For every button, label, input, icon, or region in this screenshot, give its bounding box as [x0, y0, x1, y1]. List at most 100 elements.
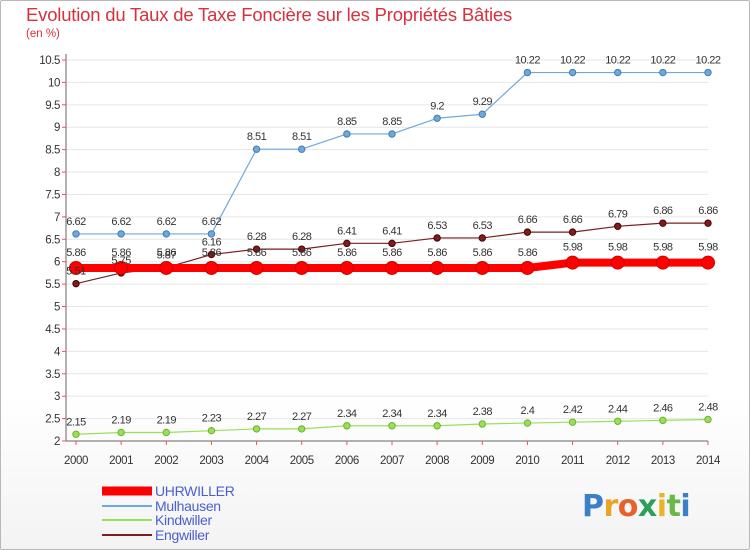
data-point-engwiller	[433, 234, 441, 242]
data-label-uhrwiller: 5.86	[427, 247, 447, 259]
data-point-kindwiller	[523, 419, 532, 427]
x-tick-label: 2007	[380, 455, 404, 467]
data-label-engwiller: 5.51	[66, 266, 86, 278]
data-label-mulhausen: 8.51	[247, 131, 267, 143]
legend-label: Mulhausen	[155, 497, 221, 514]
data-point-mulhausen	[388, 130, 396, 138]
data-label-engwiller: 6.66	[563, 214, 583, 226]
y-tick-label: 8	[54, 167, 60, 179]
data-point-engwiller	[207, 250, 216, 259]
y-tick-label: 5.5	[45, 279, 60, 291]
y-tick-label: 9	[54, 122, 60, 134]
data-label-mulhausen: 9.2	[430, 100, 444, 112]
x-tick-label: 2013	[651, 455, 675, 467]
data-label-engwiller: 6.41	[337, 225, 357, 237]
data-label-engwiller: 6.86	[653, 205, 673, 217]
data-point-mulhausen	[433, 114, 441, 122]
legend-label: UHRWILLER	[155, 483, 235, 499]
data-point-mulhausen	[523, 68, 532, 77]
data-label-mulhausen: 8.85	[382, 116, 402, 128]
data-point-mulhausen	[117, 230, 125, 238]
data-label-kindwiller: 2.34	[427, 408, 447, 420]
data-label-kindwiller: 2.4	[521, 405, 535, 417]
data-label-mulhausen: 10.22	[560, 55, 585, 67]
data-label-uhrwiller: 5.86	[473, 247, 493, 259]
data-point-engwiller	[298, 245, 306, 253]
x-tick-label: 2011	[561, 455, 584, 467]
legend-swatch-mulhausen	[102, 504, 152, 507]
data-label-engwiller: 6.79	[608, 208, 628, 220]
data-label-engwiller: 6.53	[427, 220, 447, 232]
data-point-uhrwiller	[610, 255, 625, 270]
data-label-uhrwiller: 5.98	[563, 242, 583, 254]
data-point-kindwiller	[388, 422, 396, 430]
proxiti-logo: Proxiti	[582, 489, 691, 524]
data-point-engwiller	[343, 239, 351, 248]
y-tick-label: 2.5	[45, 414, 60, 426]
data-point-mulhausen	[659, 68, 667, 77]
data-point-uhrwiller	[204, 260, 219, 275]
data-label-kindwiller: 2.19	[111, 414, 131, 426]
data-label-kindwiller: 2.46	[653, 402, 673, 414]
legend-label: Kindwiller	[155, 512, 212, 529]
data-label-uhrwiller: 5.98	[698, 242, 718, 254]
x-tick-label: 2006	[335, 455, 359, 467]
data-label-uhrwiller: 5.86	[111, 247, 131, 259]
chart-title: Evolution du Taux de Taxe Foncière sur l…	[26, 4, 513, 25]
data-label-mulhausen: 10.22	[605, 55, 630, 67]
data-point-kindwiller	[568, 418, 577, 426]
data-label-uhrwiller: 5.86	[292, 247, 312, 259]
data-point-kindwiller	[433, 422, 441, 430]
data-label-kindwiller: 2.19	[157, 414, 177, 426]
y-tick-label: 4	[54, 346, 61, 358]
data-point-kindwiller	[343, 422, 351, 430]
data-point-kindwiller	[207, 426, 216, 435]
y-tick-label: 7	[54, 212, 60, 224]
data-point-uhrwiller	[475, 260, 490, 275]
legend-swatch-kindwiller	[102, 519, 152, 522]
data-label-kindwiller: 2.34	[382, 408, 402, 420]
data-point-kindwiller	[478, 420, 486, 428]
data-point-engwiller	[72, 279, 80, 288]
data-label-kindwiller: 2.34	[337, 408, 357, 420]
data-label-engwiller: 6.86	[698, 205, 718, 217]
data-point-engwiller	[252, 245, 261, 253]
data-point-uhrwiller	[430, 260, 445, 275]
data-point-uhrwiller	[701, 255, 715, 270]
data-point-uhrwiller	[520, 260, 535, 275]
data-point-mulhausen	[343, 130, 351, 138]
data-point-mulhausen	[72, 230, 80, 238]
data-point-kindwiller	[72, 430, 80, 438]
x-tick-label: 2002	[154, 455, 178, 467]
data-point-engwiller	[388, 239, 396, 248]
data-point-uhrwiller	[339, 260, 354, 275]
data-point-engwiller	[704, 219, 712, 227]
data-label-mulhausen: 6.62	[202, 216, 222, 228]
data-point-engwiller	[478, 234, 486, 242]
data-label-engwiller: 6.16	[202, 237, 222, 249]
x-tick-label: 2004	[245, 455, 270, 467]
data-label-kindwiller: 2.48	[698, 401, 718, 413]
data-label-mulhausen: 10.22	[695, 55, 720, 67]
data-point-uhrwiller	[159, 260, 174, 275]
data-label-kindwiller: 2.42	[563, 404, 583, 416]
data-label-engwiller: 6.41	[382, 225, 402, 237]
data-label-kindwiller: 2.23	[202, 413, 222, 425]
data-label-kindwiller: 2.27	[292, 411, 312, 423]
x-tick-label: 2008	[425, 455, 449, 467]
data-point-uhrwiller	[655, 255, 670, 270]
y-tick-label: 2	[54, 436, 60, 448]
x-tick-label: 2005	[290, 455, 314, 467]
y-tick-label: 9.5	[45, 100, 60, 112]
data-point-kindwiller	[704, 415, 712, 424]
data-label-mulhausen: 6.62	[111, 216, 131, 228]
legend-label: Engwiller	[155, 526, 210, 543]
data-label-uhrwiller: 5.86	[157, 247, 177, 259]
data-point-mulhausen	[614, 68, 622, 77]
y-tick-label: 4.5	[45, 324, 60, 336]
y-tick-label: 8.5	[45, 145, 60, 157]
data-label-engwiller: 6.28	[247, 231, 267, 243]
x-tick-label: 2000	[64, 455, 88, 467]
data-point-mulhausen	[252, 145, 261, 153]
